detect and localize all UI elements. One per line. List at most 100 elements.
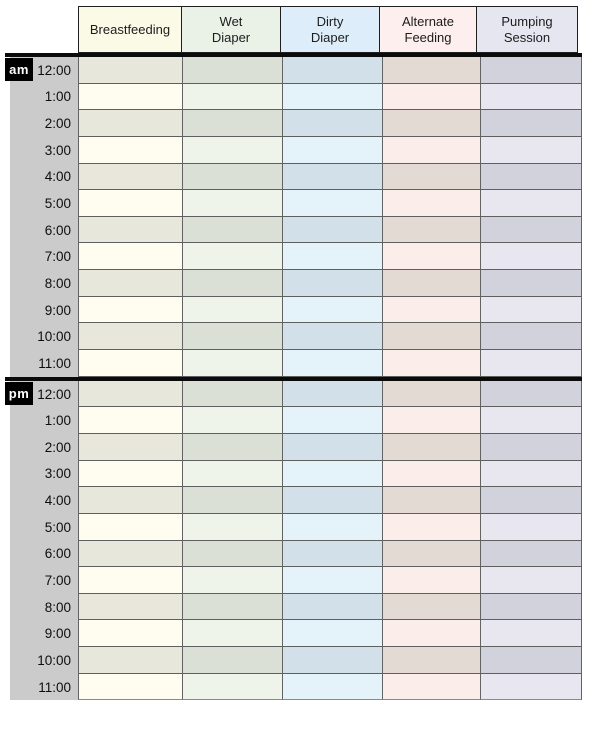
log-cell-pumping-am-5-00 xyxy=(480,190,582,217)
log-cell-alternate-am-9-00 xyxy=(382,296,480,324)
log-cell-dirty-am-5-00 xyxy=(282,190,382,217)
log-cell-dirty-pm-7-00 xyxy=(282,567,382,594)
time-label: 7:00 xyxy=(10,567,78,594)
table-row: 4:00 xyxy=(10,487,582,514)
log-cell-wet-pm-5-00 xyxy=(182,513,282,541)
table-row: 9:00 xyxy=(10,620,582,648)
table-row: 10:00 xyxy=(10,323,582,351)
log-cell-breastfeeding-am-10-00 xyxy=(78,323,182,351)
log-cell-breastfeeding-am-6-00 xyxy=(78,216,182,244)
log-cell-dirty-pm-9-00 xyxy=(282,620,382,648)
time-label: 4:00 xyxy=(10,163,78,191)
log-cell-alternate-pm-10-00 xyxy=(382,647,480,674)
log-cell-wet-am-3-00 xyxy=(182,136,282,164)
log-cell-pumping-pm-4-00 xyxy=(480,487,582,514)
log-cell-dirty-am-4-00 xyxy=(282,163,382,191)
log-cell-alternate-am-5-00 xyxy=(382,190,480,217)
table-row: 6:00 xyxy=(10,540,582,568)
time-label: 1:00 xyxy=(10,407,78,434)
header-row: Breastfeeding Wet Diaper Dirty Diaper Alter… xyxy=(78,6,582,53)
log-cell-dirty-am-12-00 xyxy=(282,57,382,84)
log-cell-pumping-pm-5-00 xyxy=(480,513,582,541)
log-cell-wet-pm-7-00 xyxy=(182,567,282,594)
table-row: 10:00 xyxy=(10,647,582,674)
log-cell-alternate-am-4-00 xyxy=(382,163,480,191)
table-row: 4:00 xyxy=(10,163,582,191)
column-header-breastfeeding: Breastfeeding xyxy=(78,6,182,53)
log-cell-pumping-pm-1-00 xyxy=(480,407,582,434)
log-cell-wet-am-11-00 xyxy=(182,350,282,377)
log-cell-wet-pm-1-00 xyxy=(182,407,282,434)
log-cell-alternate-pm-4-00 xyxy=(382,487,480,514)
log-cell-pumping-pm-7-00 xyxy=(480,567,582,594)
log-cell-wet-pm-10-00 xyxy=(182,647,282,674)
section-am: am 12:00 1:00 2:00 3:00 4:00 5:00 6:00 7:00 8:00 9… xyxy=(5,57,582,377)
table-row: 1:00 xyxy=(10,407,582,434)
table-row: 3:00 xyxy=(10,460,582,488)
log-cell-wet-am-12-00 xyxy=(182,57,282,84)
table-row: 9:00 xyxy=(10,296,582,324)
log-cell-wet-pm-9-00 xyxy=(182,620,282,648)
log-cell-dirty-pm-3-00 xyxy=(282,460,382,488)
log-cell-alternate-am-6-00 xyxy=(382,216,480,244)
log-cell-dirty-am-9-00 xyxy=(282,296,382,324)
log-cell-wet-pm-11-00 xyxy=(182,673,282,701)
table-row: 5:00 xyxy=(10,513,582,541)
time-label: 4:00 xyxy=(10,487,78,514)
log-cell-breastfeeding-am-1-00 xyxy=(78,83,182,111)
log-cell-pumping-am-10-00 xyxy=(480,323,582,351)
log-cell-pumping-pm-2-00 xyxy=(480,433,582,461)
table-row: 11:00 xyxy=(10,350,582,377)
log-cell-pumping-am-9-00 xyxy=(480,296,582,324)
log-cell-wet-pm-6-00 xyxy=(182,540,282,568)
log-cell-breastfeeding-pm-2-00 xyxy=(78,433,182,461)
log-cell-pumping-am-8-00 xyxy=(480,270,582,297)
log-cell-wet-am-6-00 xyxy=(182,216,282,244)
log-cell-breastfeeding-pm-12-00 xyxy=(78,380,182,408)
log-cell-breastfeeding-pm-10-00 xyxy=(78,647,182,674)
log-cell-wet-am-5-00 xyxy=(182,190,282,217)
log-cell-alternate-pm-3-00 xyxy=(382,460,480,488)
column-header-wet: Wet Diaper xyxy=(181,6,281,53)
log-cell-wet-am-2-00 xyxy=(182,110,282,137)
section-divider xyxy=(5,376,582,381)
table-row: 8:00 xyxy=(10,270,582,297)
table-row: 3:00 xyxy=(10,136,582,164)
log-cell-wet-pm-3-00 xyxy=(182,460,282,488)
column-header-alternate: Alternate Feeding xyxy=(379,6,477,53)
log-cell-breastfeeding-am-7-00 xyxy=(78,243,182,271)
log-cell-alternate-am-10-00 xyxy=(382,323,480,351)
log-cell-pumping-pm-8-00 xyxy=(480,593,582,621)
log-cell-breastfeeding-am-4-00 xyxy=(78,163,182,191)
log-cell-pumping-pm-3-00 xyxy=(480,460,582,488)
log-cell-alternate-pm-7-00 xyxy=(382,567,480,594)
time-label: 8:00 xyxy=(10,270,78,297)
log-cell-dirty-pm-10-00 xyxy=(282,647,382,674)
log-cell-wet-pm-8-00 xyxy=(182,593,282,621)
log-cell-dirty-pm-12-00 xyxy=(282,380,382,408)
section-divider xyxy=(5,53,582,57)
log-cell-dirty-pm-8-00 xyxy=(282,593,382,621)
log-cell-dirty-am-10-00 xyxy=(282,323,382,351)
column-header-dirty: Dirty Diaper xyxy=(280,6,380,53)
log-cell-dirty-am-8-00 xyxy=(282,270,382,297)
log-cell-alternate-pm-5-00 xyxy=(382,513,480,541)
table-row: 12:00 xyxy=(10,380,582,408)
time-label: 6:00 xyxy=(10,540,78,568)
log-cell-dirty-pm-5-00 xyxy=(282,513,382,541)
log-cell-breastfeeding-am-5-00 xyxy=(78,190,182,217)
log-cell-pumping-am-1-00 xyxy=(480,83,582,111)
log-cell-dirty-am-2-00 xyxy=(282,110,382,137)
meridiem-tab-pm: pm xyxy=(5,381,33,405)
log-cell-dirty-am-11-00 xyxy=(282,350,382,377)
table-row: 7:00 xyxy=(10,567,582,594)
log-cell-wet-am-8-00 xyxy=(182,270,282,297)
log-cell-dirty-am-1-00 xyxy=(282,83,382,111)
log-cell-breastfeeding-am-2-00 xyxy=(78,110,182,137)
log-cell-dirty-am-7-00 xyxy=(282,243,382,271)
time-label: 10:00 xyxy=(10,323,78,351)
table-row: 6:00 xyxy=(10,216,582,244)
log-cell-pumping-am-4-00 xyxy=(480,163,582,191)
table-row: 8:00 xyxy=(10,593,582,621)
time-label: 11:00 xyxy=(10,673,78,701)
